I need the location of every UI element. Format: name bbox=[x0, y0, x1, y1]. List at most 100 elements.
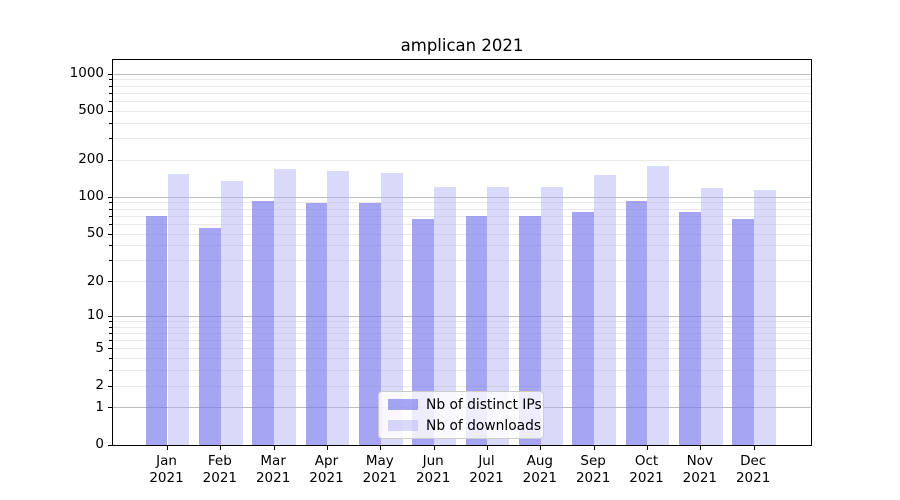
gridline-80 bbox=[113, 208, 811, 210]
bar-ips-nov bbox=[679, 211, 701, 445]
bar-ips-oct bbox=[625, 201, 648, 445]
x-tick-label-mar: Mar 2021 bbox=[241, 453, 305, 486]
x-tick-label-jun: Jun 2021 bbox=[401, 453, 465, 486]
year-line: 2021 bbox=[735, 469, 771, 486]
bar-downloads-dec bbox=[754, 189, 776, 445]
x-tick-jul bbox=[486, 446, 488, 450]
gridline-400 bbox=[113, 122, 811, 124]
y-minortick-900 bbox=[109, 79, 112, 81]
gridline-6 bbox=[113, 340, 811, 342]
year-line: 2021 bbox=[362, 469, 397, 486]
bar-ips-jul bbox=[465, 215, 488, 445]
y-tick-1 bbox=[107, 407, 112, 409]
bar-ips-dec bbox=[732, 218, 755, 445]
year-line: 2021 bbox=[415, 469, 451, 486]
x-tick-jan bbox=[167, 446, 168, 450]
y-minortick-40 bbox=[109, 245, 112, 247]
x-tick-label-jul: Jul 2021 bbox=[454, 453, 518, 486]
gridline-20 bbox=[113, 281, 811, 283]
y-minortick-8 bbox=[109, 326, 112, 328]
y-tick-200 bbox=[107, 159, 112, 161]
y-tick-0 bbox=[107, 444, 112, 446]
bar-downloads-mar bbox=[274, 169, 296, 445]
gridline-900 bbox=[113, 79, 811, 81]
month-line: Aug bbox=[526, 453, 554, 469]
y-minortick-4 bbox=[109, 358, 112, 360]
y-tick-label-100: 100 bbox=[78, 188, 104, 205]
x-tick-label-may: May 2021 bbox=[348, 453, 412, 486]
gridline-70 bbox=[113, 215, 811, 217]
bar-ips-may bbox=[359, 202, 381, 445]
y-tick-label-50: 50 bbox=[86, 225, 104, 242]
y-tick-label-1: 1 bbox=[95, 398, 104, 415]
legend-item-distinct-ips: Nb of distinct IPs bbox=[379, 395, 543, 414]
month-line: Nov bbox=[686, 453, 713, 469]
month-line: May bbox=[365, 453, 394, 469]
bar-downloads-nov bbox=[700, 187, 723, 445]
y-minortick-70 bbox=[109, 215, 112, 217]
x-tick-label-apr: Apr 2021 bbox=[294, 453, 358, 486]
gridline-300 bbox=[113, 138, 811, 140]
gridline-90 bbox=[113, 202, 811, 204]
y-tick-100 bbox=[107, 196, 112, 198]
y-minortick-60 bbox=[109, 223, 112, 225]
bar-downloads-apr bbox=[327, 171, 350, 445]
month-line: Oct bbox=[634, 453, 659, 469]
bar-ips-apr bbox=[305, 202, 328, 445]
gridline-700 bbox=[113, 92, 811, 94]
y-tick-10 bbox=[107, 315, 112, 317]
y-minortick-300 bbox=[109, 138, 112, 140]
gridline-7 bbox=[113, 332, 811, 334]
x-tick-jun bbox=[433, 446, 435, 450]
legend-label: Nb of distinct IPs bbox=[426, 396, 542, 413]
year-line: 2021 bbox=[202, 469, 237, 486]
x-tick-label-jan: Jan 2021 bbox=[135, 453, 199, 486]
y-tick-label-0: 0 bbox=[95, 436, 104, 452]
bar-ips-mar bbox=[252, 201, 275, 445]
y-minortick-9 bbox=[109, 320, 112, 322]
x-tick-dec bbox=[753, 446, 755, 450]
y-minortick-6 bbox=[109, 340, 112, 342]
legend-swatch-distinct-ips bbox=[388, 399, 418, 410]
gridline-5 bbox=[113, 348, 811, 350]
bar-downloads-sep bbox=[594, 175, 616, 445]
month-line: Apr bbox=[314, 453, 339, 469]
gridline-30 bbox=[113, 260, 811, 262]
bar-ips-feb bbox=[199, 228, 221, 445]
x-tick-apr bbox=[326, 446, 328, 450]
month-line: Feb bbox=[207, 453, 232, 469]
y-tick-label-1000: 1000 bbox=[69, 65, 104, 82]
bar-ips-jun bbox=[412, 219, 435, 445]
y-minortick-90 bbox=[109, 202, 112, 204]
x-tick-mar bbox=[273, 446, 275, 450]
bar-ips-jan bbox=[145, 216, 168, 445]
year-line: 2021 bbox=[469, 469, 504, 486]
y-tick-20 bbox=[107, 281, 112, 283]
gridline-50 bbox=[113, 233, 811, 235]
y-tick-1000 bbox=[107, 73, 112, 75]
y-tick-label-500: 500 bbox=[78, 102, 104, 119]
bar-downloads-feb bbox=[220, 181, 243, 445]
gridline-4 bbox=[113, 358, 811, 360]
gridline-10 bbox=[113, 315, 811, 317]
gridline-600 bbox=[113, 101, 811, 103]
year-line: 2021 bbox=[149, 469, 184, 486]
bar-downloads-oct bbox=[647, 166, 670, 445]
y-minortick-600 bbox=[109, 101, 112, 103]
y-minortick-30 bbox=[109, 260, 112, 262]
month-line: Jun bbox=[422, 453, 444, 469]
gridline-3 bbox=[113, 370, 811, 372]
bar-ips-sep bbox=[572, 211, 595, 445]
gridline-40 bbox=[113, 245, 811, 247]
chart-title: amplican 2021 bbox=[400, 36, 524, 55]
gridline-8 bbox=[113, 326, 811, 328]
x-tick-aug bbox=[540, 446, 542, 450]
year-line: 2021 bbox=[522, 469, 557, 486]
y-tick-label-5: 5 bbox=[95, 339, 104, 356]
month-line: Mar bbox=[260, 453, 286, 469]
bar-downloads-jun bbox=[434, 187, 456, 445]
plot-area bbox=[107, 59, 812, 450]
legend-swatch-downloads bbox=[388, 420, 418, 431]
y-minortick-3 bbox=[109, 370, 112, 372]
